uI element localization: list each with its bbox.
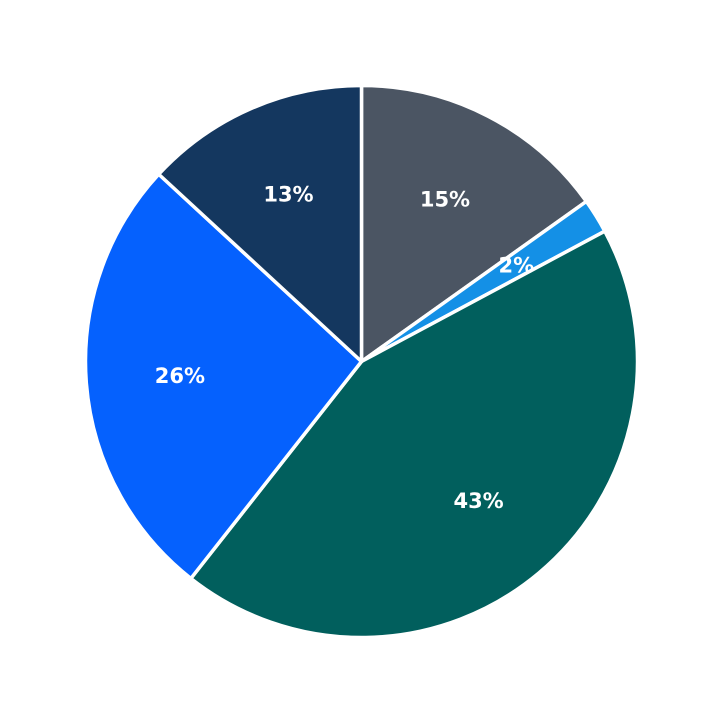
pie-slice-3 <box>83 172 364 581</box>
pie-slice-label-2: 43% <box>453 489 503 513</box>
pie-slice-label-1: 2% <box>498 253 534 277</box>
pie-labels: 15% 2% 43% 26% 13% <box>155 183 534 513</box>
pie-slice-2 <box>189 229 640 640</box>
pie-slice-label-3: 26% <box>155 364 205 388</box>
pie-slices <box>83 83 640 640</box>
pie-slice-4 <box>157 83 364 364</box>
pie-slice-label-4: 13% <box>263 183 313 207</box>
pie-slice-0 <box>359 83 589 364</box>
pie-slice-label-0: 15% <box>420 188 470 212</box>
